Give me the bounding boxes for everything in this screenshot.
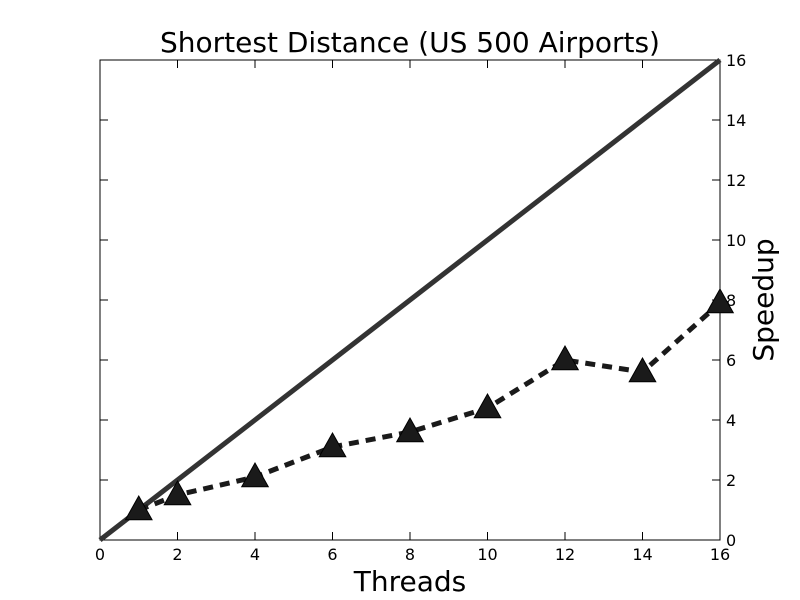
y-tick-label: 6 (726, 351, 736, 370)
y-axis: 0 2 4 6 8 10 12 14 16 (100, 51, 746, 550)
y-tick-label: 8 (726, 291, 736, 310)
y-tick-label: 0 (726, 531, 736, 550)
x-tick-label: 0 (95, 545, 105, 564)
y-axis-title: Speedup (747, 238, 780, 361)
chart-title: Shortest Distance (US 500 Airports) (160, 26, 660, 59)
x-tick-label: 10 (477, 545, 497, 564)
series-line-1 (137, 301, 722, 513)
data-point-marker (163, 479, 192, 506)
data-point-marker (395, 416, 425, 443)
data-point-marker (628, 356, 657, 383)
data-point-marker (550, 344, 580, 371)
y-tick-label: 4 (726, 411, 736, 430)
data-point-marker (124, 494, 153, 521)
y-tick-label: 2 (726, 471, 736, 490)
y-tick-label: 14 (726, 111, 746, 130)
x-tick-label: 8 (405, 545, 415, 564)
y-tick-label: 16 (726, 51, 746, 70)
x-tick-label: 14 (632, 545, 652, 564)
x-tick-label: 4 (250, 545, 260, 564)
data-point-marker (473, 392, 502, 419)
series-layer (98, 58, 735, 542)
data-point-marker (240, 461, 270, 488)
x-tick-label: 2 (172, 545, 182, 564)
data-point-marker (705, 287, 735, 314)
x-axis-title: Threads (353, 565, 467, 598)
x-tick-label: 12 (555, 545, 575, 564)
y-tick-label: 10 (726, 231, 746, 250)
data-point-marker (318, 431, 347, 458)
x-tick-label: 6 (327, 545, 337, 564)
x-axis: 0 2 4 6 8 10 12 14 16 (95, 60, 730, 564)
series-line-0 (98, 58, 722, 542)
x-tick-label: 16 (710, 545, 730, 564)
y-tick-label: 12 (726, 171, 746, 190)
